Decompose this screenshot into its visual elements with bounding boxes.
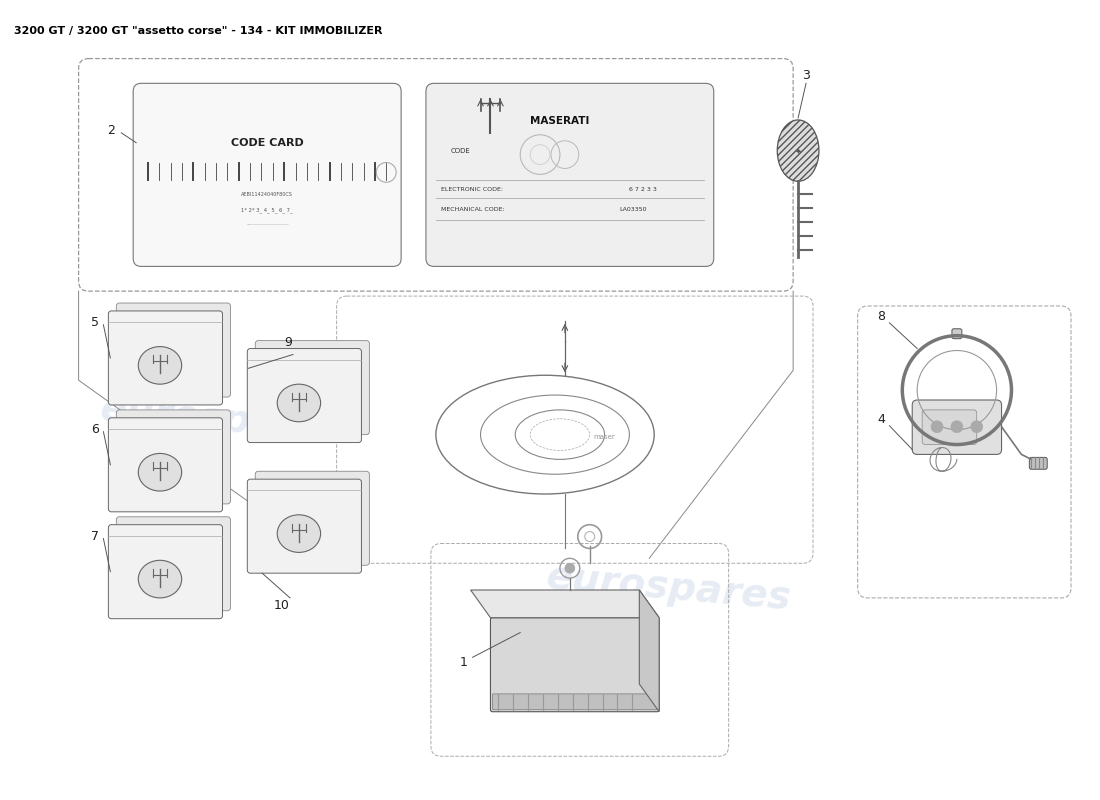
FancyBboxPatch shape (426, 83, 714, 266)
Text: 7: 7 (91, 530, 99, 543)
FancyBboxPatch shape (133, 83, 402, 266)
Text: 6: 6 (91, 423, 99, 436)
Circle shape (565, 563, 575, 573)
FancyBboxPatch shape (109, 311, 222, 405)
FancyBboxPatch shape (109, 525, 222, 618)
Text: CODE CARD: CODE CARD (231, 138, 304, 148)
Text: MECHANICAL CODE:: MECHANICAL CODE: (441, 206, 505, 211)
Text: 3: 3 (802, 69, 810, 82)
Text: 6 7 2 3 3: 6 7 2 3 3 (629, 186, 658, 192)
Polygon shape (471, 590, 659, 618)
FancyBboxPatch shape (922, 410, 977, 445)
Ellipse shape (277, 384, 320, 422)
Circle shape (931, 421, 943, 433)
Ellipse shape (139, 454, 182, 491)
Text: 1: 1 (460, 656, 467, 669)
FancyBboxPatch shape (255, 341, 370, 434)
Text: 8: 8 (878, 310, 886, 323)
FancyBboxPatch shape (117, 410, 230, 504)
Text: 10: 10 (274, 599, 290, 612)
Circle shape (950, 421, 962, 433)
Text: 4: 4 (878, 414, 886, 426)
Text: LA03350: LA03350 (619, 206, 647, 211)
Circle shape (971, 421, 982, 433)
Text: eurospares: eurospares (98, 390, 346, 450)
FancyBboxPatch shape (1030, 458, 1047, 470)
Text: eurospares: eurospares (544, 558, 793, 618)
FancyBboxPatch shape (912, 400, 1002, 454)
Text: 9: 9 (284, 336, 292, 349)
Text: CODE: CODE (451, 148, 471, 154)
Text: AEBI11424040F80CS: AEBI11424040F80CS (241, 192, 293, 197)
Text: 5: 5 (91, 316, 99, 330)
Ellipse shape (139, 346, 182, 384)
FancyBboxPatch shape (493, 694, 657, 710)
Text: maser: maser (594, 434, 616, 440)
FancyBboxPatch shape (491, 618, 659, 712)
Ellipse shape (778, 120, 818, 182)
FancyBboxPatch shape (248, 349, 362, 442)
Text: ✦: ✦ (794, 146, 802, 155)
Text: 3200 GT / 3200 GT "assetto corse" - 134 - KIT IMMOBILIZER: 3200 GT / 3200 GT "assetto corse" - 134 … (14, 26, 383, 36)
Text: 1* 2* 3_ 4_ 5_ 6_ 7_: 1* 2* 3_ 4_ 5_ 6_ 7_ (241, 207, 293, 213)
Text: ELECTRONIC CODE:: ELECTRONIC CODE: (441, 186, 503, 192)
FancyBboxPatch shape (952, 329, 961, 338)
FancyBboxPatch shape (117, 303, 230, 397)
Text: MASERATI: MASERATI (530, 116, 590, 126)
FancyBboxPatch shape (109, 418, 222, 512)
Text: ___________________: ___________________ (245, 222, 288, 226)
FancyBboxPatch shape (255, 471, 370, 566)
Text: 2: 2 (108, 124, 115, 138)
FancyBboxPatch shape (248, 479, 362, 573)
Ellipse shape (139, 560, 182, 598)
Polygon shape (639, 590, 659, 712)
FancyBboxPatch shape (117, 517, 230, 610)
Ellipse shape (277, 514, 320, 552)
